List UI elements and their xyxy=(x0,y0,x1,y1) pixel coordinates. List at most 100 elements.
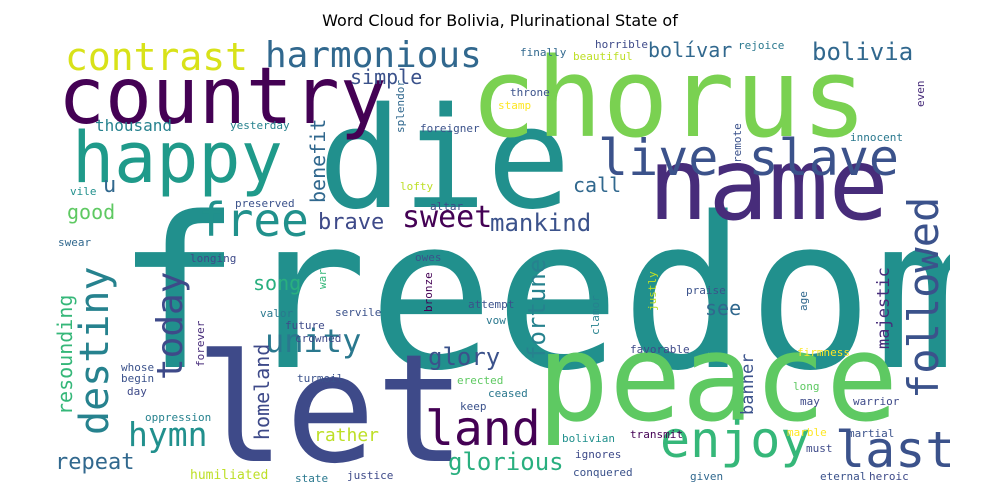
word-martial: martial xyxy=(848,427,895,440)
word-heroic: heroic xyxy=(869,470,909,483)
word-praise: praise xyxy=(686,284,726,297)
word-valor: valor xyxy=(260,307,294,320)
word-happy: happy xyxy=(72,117,283,199)
word-yesterday: yesterday xyxy=(230,119,290,132)
word-throne: throne xyxy=(510,86,550,99)
word-simple: simple xyxy=(350,65,423,89)
word-peace: peace xyxy=(537,310,899,449)
word-stamp: stamp xyxy=(498,99,532,112)
word-rejoice: rejoice xyxy=(738,39,785,52)
word-attempt: attempt xyxy=(468,298,515,311)
word-servile: servile xyxy=(335,306,382,319)
word-destiny: destiny xyxy=(72,266,118,435)
word-long: long xyxy=(793,380,820,393)
word-favorable: favorable xyxy=(630,343,690,356)
word-bolivia: bolivia xyxy=(812,38,914,66)
word-bolívar: bolívar xyxy=(648,38,733,62)
word-remote: remote xyxy=(731,123,744,163)
word-future: future xyxy=(285,319,325,332)
word-live-slave: live slave xyxy=(598,129,900,187)
word-begin: begin xyxy=(121,372,155,385)
word-forever: forever xyxy=(194,320,207,367)
word-crowned: crowned xyxy=(295,332,342,345)
word-see: see xyxy=(705,296,742,320)
word-ceased: ceased xyxy=(488,387,528,400)
word-oppression: oppression xyxy=(145,411,212,424)
word-die: die xyxy=(318,78,571,241)
word-benefit: benefit xyxy=(306,118,330,203)
word-banner: banner xyxy=(738,353,758,415)
word-vow: vow xyxy=(486,314,506,327)
word-state: state xyxy=(295,472,329,485)
word-conquered: conquered xyxy=(573,466,633,479)
word-swear: swear xyxy=(58,236,92,249)
word-country: country xyxy=(58,52,387,142)
word-repeat: repeat xyxy=(55,450,135,475)
word-glorious: glorious xyxy=(448,448,564,476)
word-turmoil: turmoil xyxy=(297,372,344,385)
word-bronze: bronze xyxy=(422,272,435,312)
word-splendor: splendor xyxy=(394,80,407,133)
word-beautiful: beautiful xyxy=(573,50,633,63)
word-u: u xyxy=(103,173,117,198)
word-harmonious: harmonious xyxy=(265,35,482,76)
word-justly: justly xyxy=(646,271,659,311)
word-whose: whose xyxy=(121,361,155,374)
word-mankind: mankind xyxy=(490,209,592,237)
word-enjoy: enjoy xyxy=(660,411,811,469)
word-cloud: freedom let die peace chorus name country happy… xyxy=(50,35,950,485)
word-age: age xyxy=(797,291,810,311)
word-vile: vile xyxy=(70,185,97,198)
word-name: name xyxy=(648,126,889,243)
word-song: song xyxy=(253,271,302,295)
word-finally: finally xyxy=(520,46,567,59)
word-may: may xyxy=(800,395,820,408)
word-let: let xyxy=(195,323,466,485)
word-homeland: homeland xyxy=(250,343,274,440)
word-marble: marble xyxy=(787,426,827,439)
chart-title: Word Cloud for Bolivia, Plurinational St… xyxy=(322,11,678,30)
word-keep: keep xyxy=(460,400,487,413)
word-contrast: contrast xyxy=(65,35,249,79)
word-given: given xyxy=(690,470,724,483)
word-clamor: clamor xyxy=(589,295,602,335)
word-chorus: chorus xyxy=(470,35,868,162)
word-glory: glory xyxy=(428,343,501,371)
word-brave: brave xyxy=(318,210,385,235)
word-must: must xyxy=(806,442,833,455)
word-call: call xyxy=(573,173,622,197)
word-preserved: preserved xyxy=(235,197,295,210)
word-sweet: sweet xyxy=(402,200,493,235)
word-land: land xyxy=(425,401,541,457)
word-erected: erected xyxy=(457,374,504,387)
word-firmness: firmness xyxy=(797,346,850,359)
word-day: day xyxy=(127,385,147,398)
word-good: good xyxy=(67,200,116,224)
word-last: last xyxy=(835,421,950,479)
word-justice: justice xyxy=(347,469,394,482)
word-free: free xyxy=(198,193,309,247)
word-foreigner: foreigner xyxy=(420,122,480,135)
word-bolivian: bolivian xyxy=(562,432,615,445)
word-freedom: freedom xyxy=(115,172,950,417)
word-rather: rather xyxy=(314,425,380,446)
word-altar: altar xyxy=(430,200,464,213)
word-unity: unity xyxy=(265,322,362,360)
word-lofty: lofty xyxy=(400,180,434,193)
word-humiliated: humiliated xyxy=(190,468,269,483)
word-even: even xyxy=(914,80,927,108)
word-majestic: majestic xyxy=(874,267,894,349)
word-longing: longing xyxy=(190,252,237,265)
word-war: war xyxy=(316,269,329,289)
word-innocent: innocent xyxy=(850,131,903,144)
word-owes: owes xyxy=(415,251,442,264)
word-resounding: resounding xyxy=(53,294,77,415)
word-eternal: eternal xyxy=(820,470,867,483)
word-horrible: horrible xyxy=(595,38,648,51)
word-thousand: thousand xyxy=(95,116,173,135)
word-transmit: transmit xyxy=(630,428,683,441)
word-today: today xyxy=(150,271,191,380)
word-followed: followed xyxy=(899,196,948,399)
word-warrior: warrior xyxy=(853,395,900,408)
word-ignores: ignores xyxy=(575,448,622,461)
